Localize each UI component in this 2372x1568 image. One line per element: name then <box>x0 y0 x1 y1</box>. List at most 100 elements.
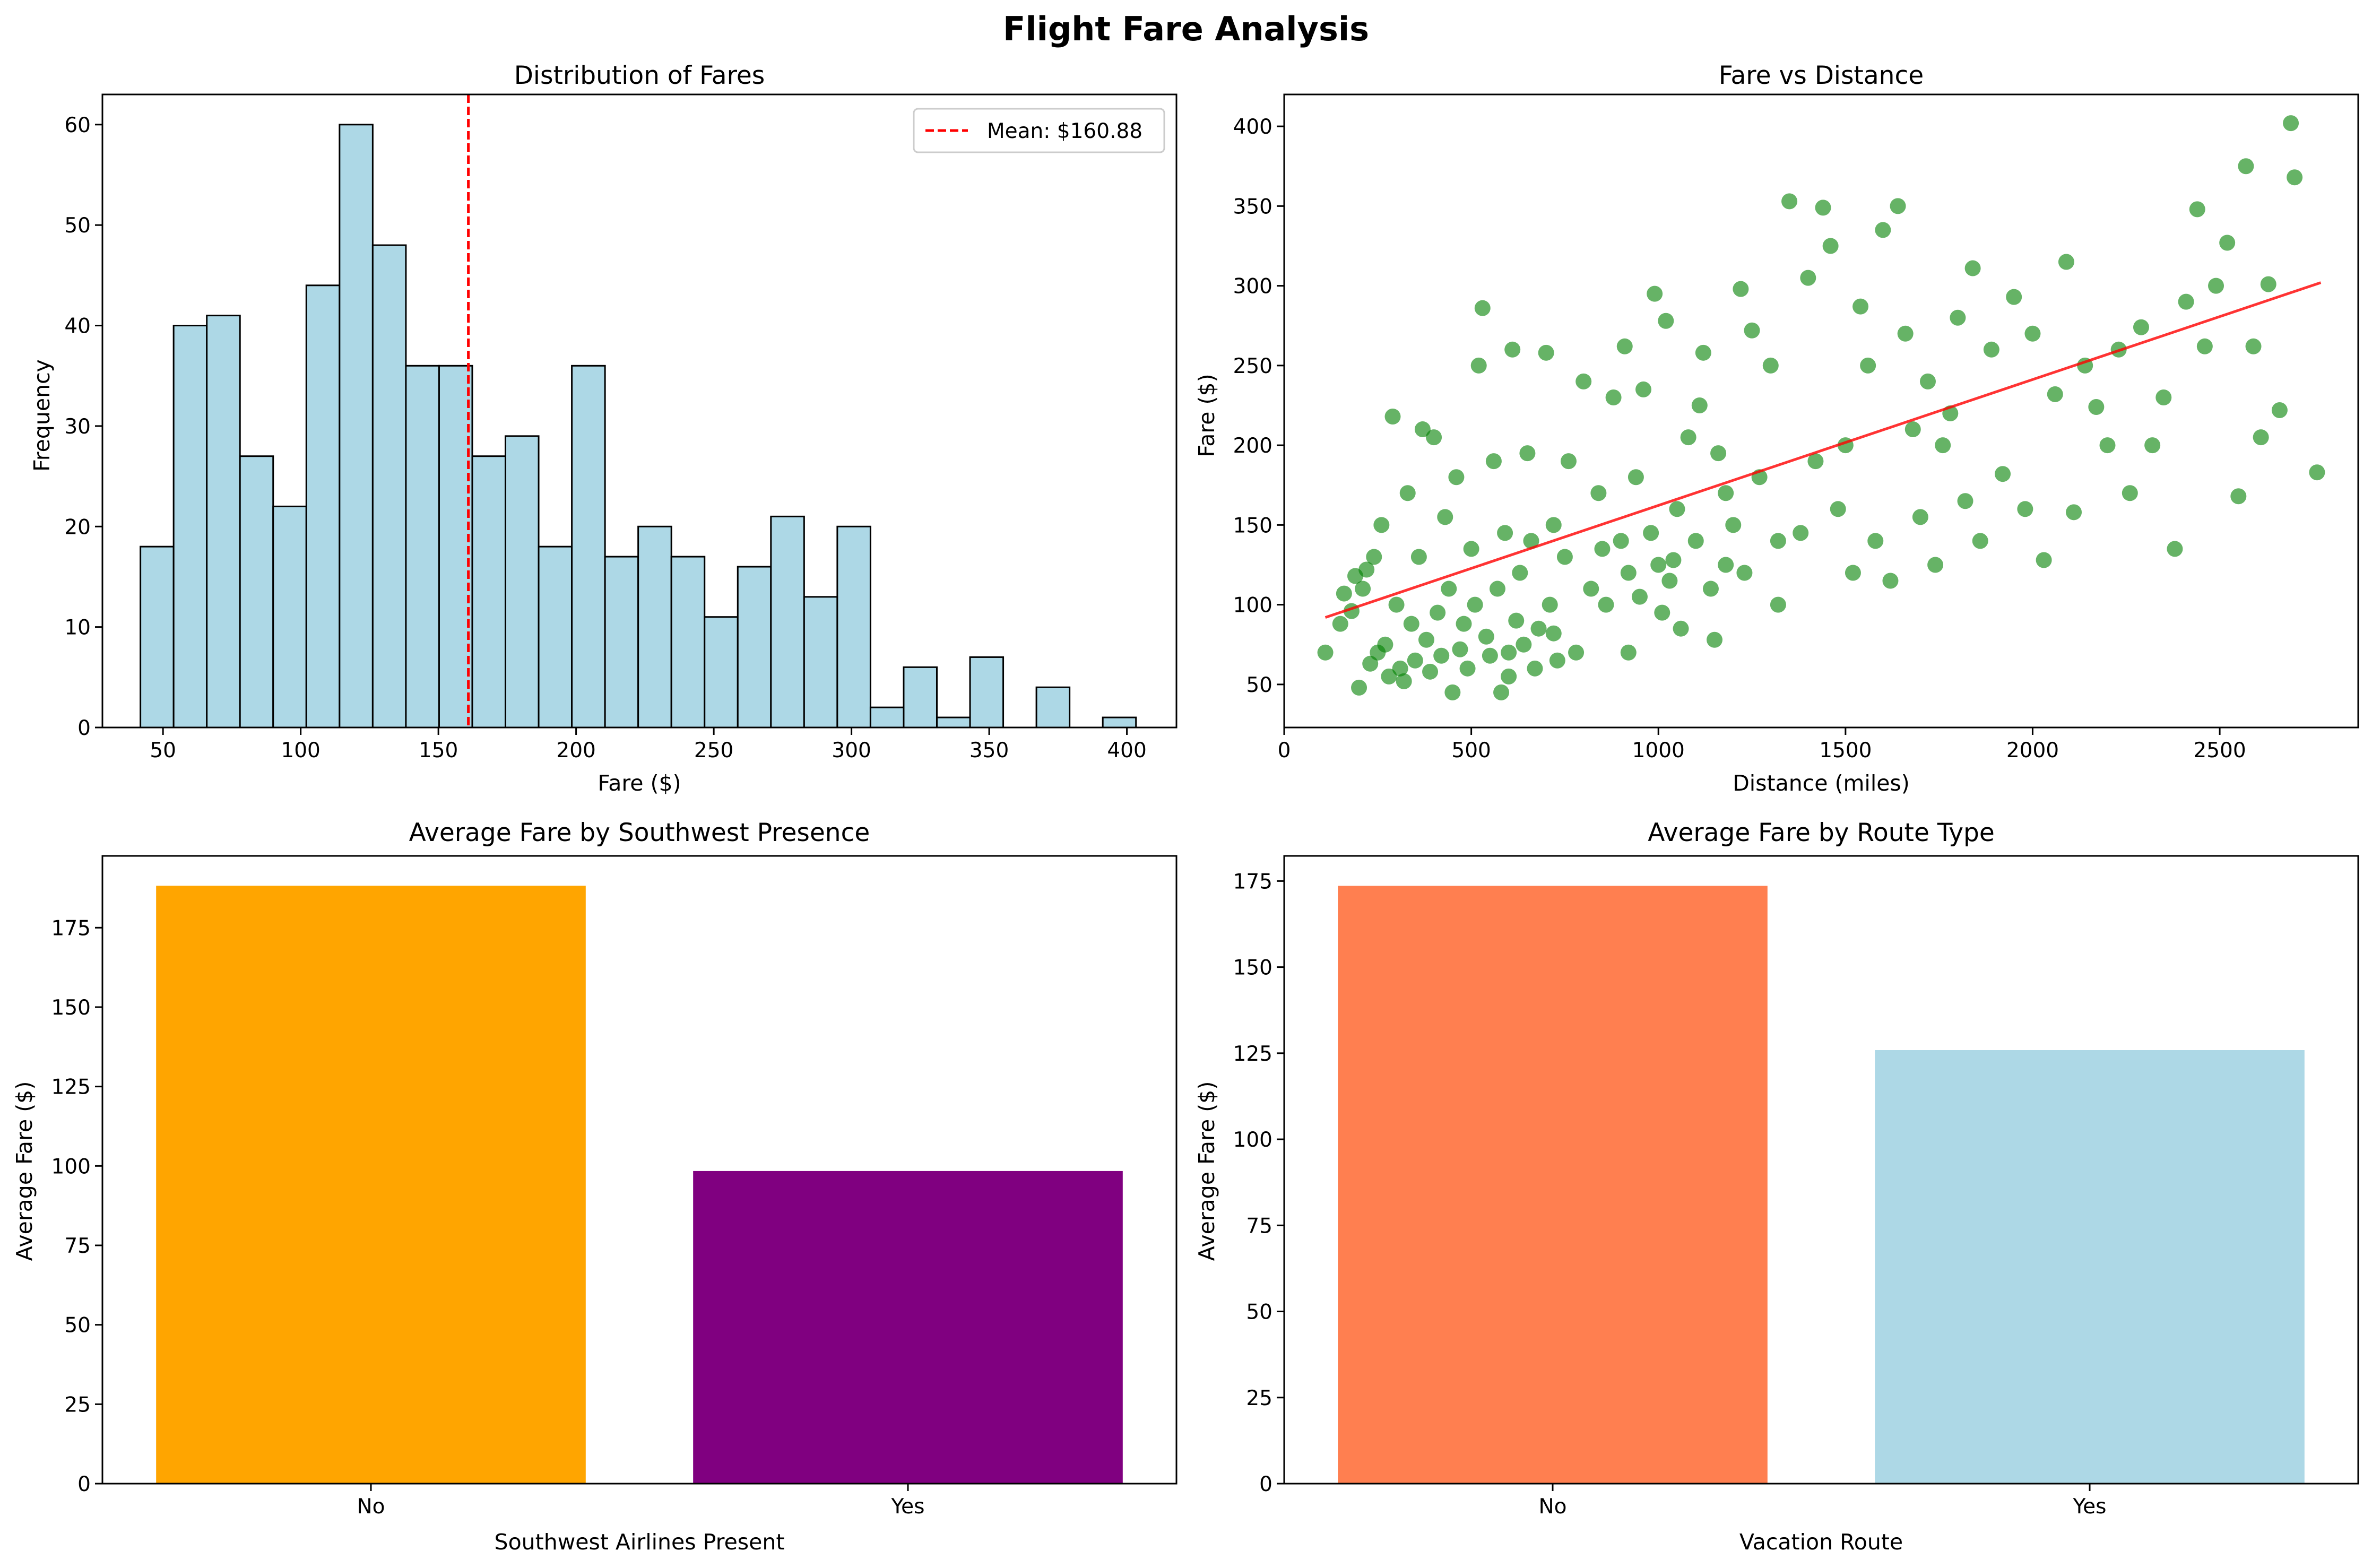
histogram-bar <box>405 365 440 729</box>
scatter-point <box>1403 616 1419 632</box>
histogram-bar <box>969 656 1005 729</box>
scatter-point <box>2155 389 2172 405</box>
scatter-point <box>1392 660 1408 677</box>
scatter-point <box>1598 596 1614 613</box>
scatter-point <box>1549 652 1565 669</box>
histogram-bar <box>505 435 540 729</box>
histogram-bar <box>803 596 838 729</box>
histogram-x-ticks: 50 100 150 200 250 300 350 400 <box>150 727 1147 763</box>
scatter-point <box>1381 668 1397 685</box>
scatter-point <box>1665 552 1682 568</box>
scatter-point <box>1452 641 1468 657</box>
histogram-bar <box>637 525 672 729</box>
scatter-point <box>2066 504 2082 521</box>
histogram-bar <box>770 515 805 729</box>
scatter-point <box>1422 663 1439 680</box>
scatter-point <box>1691 397 1708 413</box>
scatter-point <box>1995 466 2011 482</box>
scatter-point <box>1373 517 1390 533</box>
scatter-point <box>1560 453 1577 470</box>
histogram-bars <box>140 94 1137 729</box>
scatter-point <box>2287 169 2303 186</box>
x-tick-label: 300 <box>832 739 871 763</box>
southwest-bar-title: Average Fare by Southwest Presence <box>409 818 870 847</box>
route-bar-panel: Average Fare by Route Type No Yes 0 25 50 75… <box>1194 818 2359 1555</box>
scatter-point <box>1418 631 1434 648</box>
scatter-point <box>2208 278 2224 294</box>
y-tick-label: 125 <box>51 1076 91 1099</box>
scatter-point <box>1542 596 1558 613</box>
histogram-bar <box>172 325 208 729</box>
route-x-ticks: No Yes <box>1538 1484 2106 1519</box>
scatter-point <box>1336 585 1352 602</box>
histogram-bar <box>737 566 772 729</box>
scatter-point <box>1643 525 1659 541</box>
scatter-point <box>2058 254 2074 270</box>
y-tick-label: 50 <box>64 214 91 238</box>
scatter-point <box>1523 533 1539 549</box>
scatter-point <box>1736 565 1753 581</box>
scatter-point <box>1575 373 1592 389</box>
southwest-x-axis-label: Southwest Airlines Present <box>495 1529 785 1555</box>
y-tick-label: 200 <box>1233 434 1272 458</box>
y-tick-label: 100 <box>1233 1128 1272 1152</box>
histogram-bar <box>438 365 473 729</box>
scatter-point <box>1583 581 1599 597</box>
scatter-point <box>2133 319 2149 335</box>
scatter-point <box>1399 485 1416 501</box>
scatter-point <box>1474 300 1491 316</box>
southwest-x-ticks: No Yes <box>357 1484 924 1519</box>
scatter-point <box>1459 660 1476 677</box>
route-bar-title: Average Fare by Route Type <box>1648 818 1995 847</box>
scatter-point <box>1355 581 1371 597</box>
x-tick-label: 100 <box>281 739 320 763</box>
x-tick-label: 0 <box>1278 739 1291 763</box>
y-tick-label: 250 <box>1233 354 1272 378</box>
scatter-point <box>1950 309 1966 326</box>
scatter-point <box>1613 533 1629 549</box>
scatter-point <box>1673 620 1689 637</box>
y-tick-label: 150 <box>1233 514 1272 538</box>
scatter-point <box>2122 485 2138 501</box>
southwest-y-ticks: 0 25 50 75 100 125 150 175 <box>51 916 102 1496</box>
y-tick-label: 20 <box>64 515 91 539</box>
scatter-point <box>1568 644 1585 661</box>
scatter-point <box>1875 222 1891 238</box>
scatter-point <box>1687 533 1704 549</box>
x-tick-label: No <box>1538 1495 1566 1519</box>
y-tick-label: 75 <box>64 1234 91 1258</box>
scatter-point <box>2260 276 2276 292</box>
scatter-point <box>1530 620 1547 637</box>
y-tick-label: 350 <box>1233 195 1272 219</box>
scatter-point <box>1407 652 1423 669</box>
y-tick-label: 60 <box>64 114 91 137</box>
scatter-point <box>1897 325 1914 342</box>
scatter-x-ticks: 0 500 1000 1500 2000 2500 <box>1278 727 2246 763</box>
scatter-point <box>1470 357 1487 374</box>
scatter-point <box>1822 238 1839 254</box>
y-tick-label: 0 <box>77 1472 91 1496</box>
scatter-point <box>1770 533 1786 549</box>
scatter-point <box>1504 341 1521 358</box>
scatter-point <box>2271 402 2288 418</box>
y-tick-label: 100 <box>1233 594 1272 618</box>
scatter-point <box>1680 429 1696 446</box>
scatter-point <box>1467 596 1483 613</box>
y-tick-label: 50 <box>1246 1301 1272 1324</box>
histogram-bar <box>305 284 341 729</box>
southwest-y-axis-label: Average Fare ($) <box>12 1081 37 1261</box>
scatter-point <box>1332 616 1348 632</box>
histogram-bar <box>571 365 606 729</box>
scatter-point <box>1919 373 1936 389</box>
scatter-point <box>1762 357 1779 374</box>
scatter-point <box>1396 673 1412 689</box>
scatter-point <box>2189 201 2205 218</box>
scatter-point <box>1800 270 1816 286</box>
histogram-bar <box>704 616 739 729</box>
histogram-bar <box>140 545 175 729</box>
y-tick-label: 0 <box>77 716 91 740</box>
southwest-frame <box>101 855 1178 1485</box>
scatter-point <box>1718 485 1734 501</box>
bar <box>1338 886 1768 1484</box>
scatter-point <box>2024 325 2041 342</box>
